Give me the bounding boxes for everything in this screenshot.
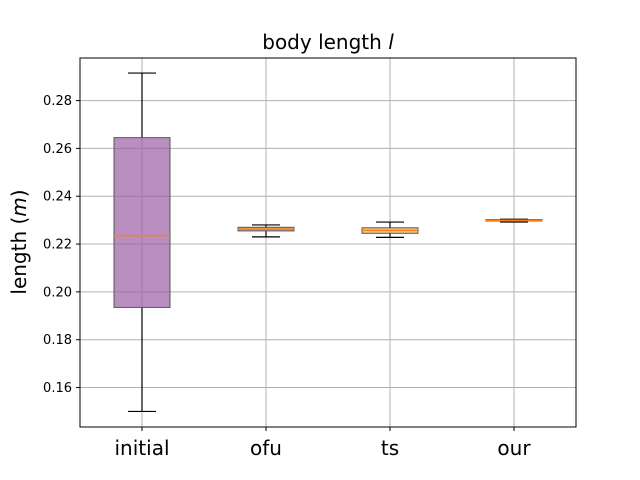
box-our (485, 218, 543, 223)
y-tick-label: 0.18 (43, 333, 72, 348)
y-tick-label: 0.28 (43, 94, 72, 109)
chart-title-italic: l (388, 30, 394, 54)
y-axis-label-italic: m (7, 197, 31, 216)
y-tick-label: 0.24 (43, 190, 72, 205)
boxes-layer (113, 72, 543, 413)
y-tick-label: 0.26 (43, 142, 72, 157)
chart-title: body length l (262, 30, 394, 54)
box-ts (361, 221, 419, 238)
box-initial (113, 72, 171, 413)
y-axis-label-text: length ( (7, 217, 31, 295)
box-ofu (237, 224, 295, 238)
x-tick-label: initial (115, 436, 170, 460)
chart-title-text: body length (262, 30, 388, 54)
x-ticks: initial ofu ts our (115, 427, 531, 460)
x-tick-label: ts (381, 436, 399, 460)
iqr-box (113, 137, 171, 308)
x-tick-label: our (497, 436, 531, 460)
y-tick-label: 0.22 (43, 238, 72, 253)
y-ticks: 0.16 0.18 0.20 0.22 0.24 0.26 0.28 (43, 94, 80, 396)
y-tick-label: 0.16 (43, 381, 72, 396)
plot-frame (79, 57, 577, 428)
x-tick-label: ofu (250, 436, 282, 460)
y-tick-label: 0.20 (43, 285, 72, 300)
y-axis-label: length (m) (7, 189, 31, 294)
y-axis-label-close: ) (7, 189, 31, 197)
